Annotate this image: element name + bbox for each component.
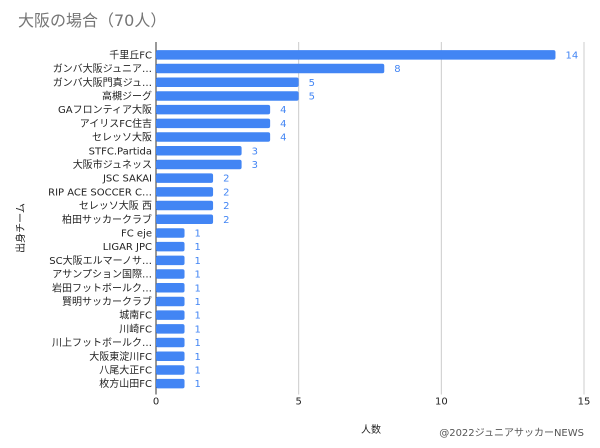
- data-label: 1: [195, 324, 201, 335]
- bar: [156, 283, 185, 293]
- data-label: 8: [394, 64, 400, 75]
- data-label: 1: [195, 228, 201, 239]
- bar: [156, 63, 385, 74]
- data-label: 4: [280, 133, 286, 144]
- x-axis-ticks: 0 5 10 15: [153, 397, 591, 408]
- bar: [156, 228, 185, 238]
- bar: [156, 310, 185, 320]
- bar: [156, 365, 185, 375]
- data-label: 2: [223, 201, 229, 212]
- y-axis-label: 出身チーム: [14, 203, 27, 253]
- bar: [156, 200, 214, 211]
- data-label: 4: [280, 105, 286, 116]
- bar: [156, 91, 299, 101]
- bar: [156, 50, 556, 60]
- category-label: セレッソ大阪 西: [79, 199, 152, 212]
- bar: [156, 378, 185, 389]
- category-label: 賢明サッカークラブ: [62, 295, 152, 308]
- category-label: 岩田フットボールク…: [52, 281, 152, 294]
- category-label: FC eje: [121, 228, 152, 239]
- data-label: 3: [252, 146, 258, 157]
- category-label: アサンプション国際…: [52, 269, 152, 281]
- data-label: 1: [195, 256, 201, 267]
- category-label: 高槻ジーグ: [102, 89, 152, 102]
- bar: [156, 77, 299, 87]
- bar: [156, 132, 271, 142]
- bar: [156, 159, 242, 170]
- data-label: 1: [195, 352, 201, 363]
- x-tick-label: 0: [153, 397, 159, 408]
- data-label: 1: [195, 297, 201, 308]
- data-label: 5: [309, 78, 315, 89]
- category-label: 枚方山田FC: [99, 377, 152, 390]
- category-label: 川崎FC: [119, 322, 152, 335]
- bar: [156, 269, 185, 279]
- bar: [156, 187, 214, 197]
- bars: [156, 50, 556, 389]
- x-tick-label: 15: [578, 397, 591, 408]
- data-label: 2: [223, 174, 229, 185]
- data-label: 1: [195, 270, 201, 281]
- data-label: 1: [195, 379, 201, 390]
- category-label: GAフロンティア大阪: [58, 103, 152, 116]
- bar: [156, 118, 271, 129]
- x-tick-label: 5: [295, 397, 301, 408]
- x-axis-label: 人数: [361, 423, 381, 436]
- data-label: 2: [223, 215, 229, 226]
- bar: [156, 255, 185, 266]
- category-label: セレッソ大阪: [92, 131, 152, 144]
- category-labels: 千里丘FCガンバ大阪ジュニア…ガンバ大阪門真ジュ…高槻ジーグGAフロンティア大阪…: [48, 49, 152, 390]
- category-label: JSC SAKAI: [102, 174, 152, 185]
- bar: [156, 241, 185, 252]
- category-label: 川上フットボールク…: [52, 337, 152, 349]
- data-label: 4: [280, 119, 286, 130]
- data-label: 1: [195, 338, 201, 349]
- bar: [156, 337, 185, 348]
- category-label: SC大阪エルマーノサ…: [49, 254, 152, 267]
- bar: [156, 296, 185, 307]
- category-label: 大阪東淀川FC: [89, 350, 152, 363]
- category-label: 大阪市ジュネッス: [73, 158, 152, 171]
- category-label: 柏田サッカークラブ: [62, 213, 152, 226]
- data-labels: 14 8 5 5 4 4 4 3 3 2 2 2 2 1 1 1 1 1 1 1 1 1 1 1 1: [195, 50, 579, 390]
- data-label: 1: [195, 283, 201, 294]
- bar: [156, 173, 214, 183]
- bar: [156, 146, 242, 156]
- category-label: アイリスFC住吉: [80, 117, 152, 130]
- category-label: 千里丘FC: [109, 49, 152, 61]
- data-label: 2: [223, 187, 229, 198]
- data-label: 1: [195, 242, 201, 253]
- category-label: ガンバ大阪ジュニア…: [53, 62, 152, 75]
- bar: [156, 214, 214, 224]
- bar: [156, 351, 185, 361]
- category-label: RIP ACE SOCCER C…: [48, 187, 152, 198]
- chart-title: 大阪の場合（70人）: [18, 11, 166, 30]
- credit-text: @2022ジュニアサッカーNEWS: [439, 427, 584, 439]
- data-label: 1: [195, 365, 201, 376]
- data-label: 1: [195, 311, 201, 322]
- category-label: LIGAR JPC: [103, 242, 152, 253]
- category-label: 八尾大正FC: [99, 363, 152, 376]
- category-label: STFC.Partida: [89, 146, 152, 157]
- bar: [156, 104, 271, 115]
- category-label: 城南FC: [119, 309, 152, 322]
- bar: [156, 324, 185, 334]
- data-label: 14: [565, 50, 578, 61]
- data-label: 5: [309, 91, 315, 102]
- data-label: 3: [252, 160, 258, 171]
- x-tick-label: 10: [435, 397, 448, 408]
- category-label: ガンバ大阪門真ジュ…: [53, 76, 152, 89]
